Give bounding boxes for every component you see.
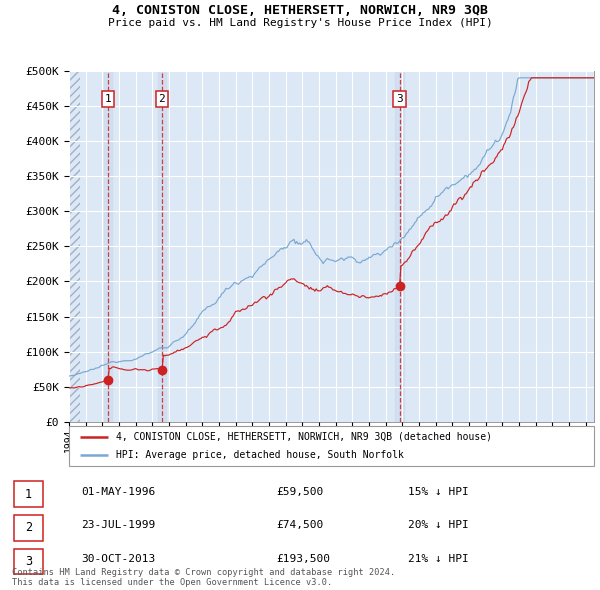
Bar bbox=[69, 71, 80, 422]
Text: HPI: Average price, detached house, South Norfolk: HPI: Average price, detached house, Sout… bbox=[116, 450, 404, 460]
Text: 1: 1 bbox=[25, 488, 32, 501]
Text: 2: 2 bbox=[158, 94, 165, 104]
Text: 4, CONISTON CLOSE, HETHERSETT, NORWICH, NR9 3QB (detached house): 4, CONISTON CLOSE, HETHERSETT, NORWICH, … bbox=[116, 432, 492, 442]
Text: 1: 1 bbox=[104, 94, 111, 104]
Bar bbox=[104, 71, 112, 422]
Text: 15% ↓ HPI: 15% ↓ HPI bbox=[408, 487, 469, 497]
FancyBboxPatch shape bbox=[14, 515, 43, 541]
Bar bbox=[395, 71, 404, 422]
Text: 3: 3 bbox=[396, 94, 403, 104]
Text: Contains HM Land Registry data © Crown copyright and database right 2024.
This d: Contains HM Land Registry data © Crown c… bbox=[12, 568, 395, 587]
Text: 3: 3 bbox=[25, 555, 32, 568]
FancyBboxPatch shape bbox=[69, 426, 594, 466]
Text: 4, CONISTON CLOSE, HETHERSETT, NORWICH, NR9 3QB: 4, CONISTON CLOSE, HETHERSETT, NORWICH, … bbox=[112, 4, 488, 17]
FancyBboxPatch shape bbox=[14, 481, 43, 507]
Text: £74,500: £74,500 bbox=[276, 520, 323, 530]
Text: 23-JUL-1999: 23-JUL-1999 bbox=[81, 520, 155, 530]
Text: 01-MAY-1996: 01-MAY-1996 bbox=[81, 487, 155, 497]
Text: 2: 2 bbox=[25, 522, 32, 535]
Text: 30-OCT-2013: 30-OCT-2013 bbox=[81, 554, 155, 564]
Text: 20% ↓ HPI: 20% ↓ HPI bbox=[408, 520, 469, 530]
Text: 21% ↓ HPI: 21% ↓ HPI bbox=[408, 554, 469, 564]
Bar bbox=[157, 71, 166, 422]
Text: £59,500: £59,500 bbox=[276, 487, 323, 497]
Text: £193,500: £193,500 bbox=[276, 554, 330, 564]
FancyBboxPatch shape bbox=[14, 549, 43, 575]
Text: Price paid vs. HM Land Registry's House Price Index (HPI): Price paid vs. HM Land Registry's House … bbox=[107, 18, 493, 28]
